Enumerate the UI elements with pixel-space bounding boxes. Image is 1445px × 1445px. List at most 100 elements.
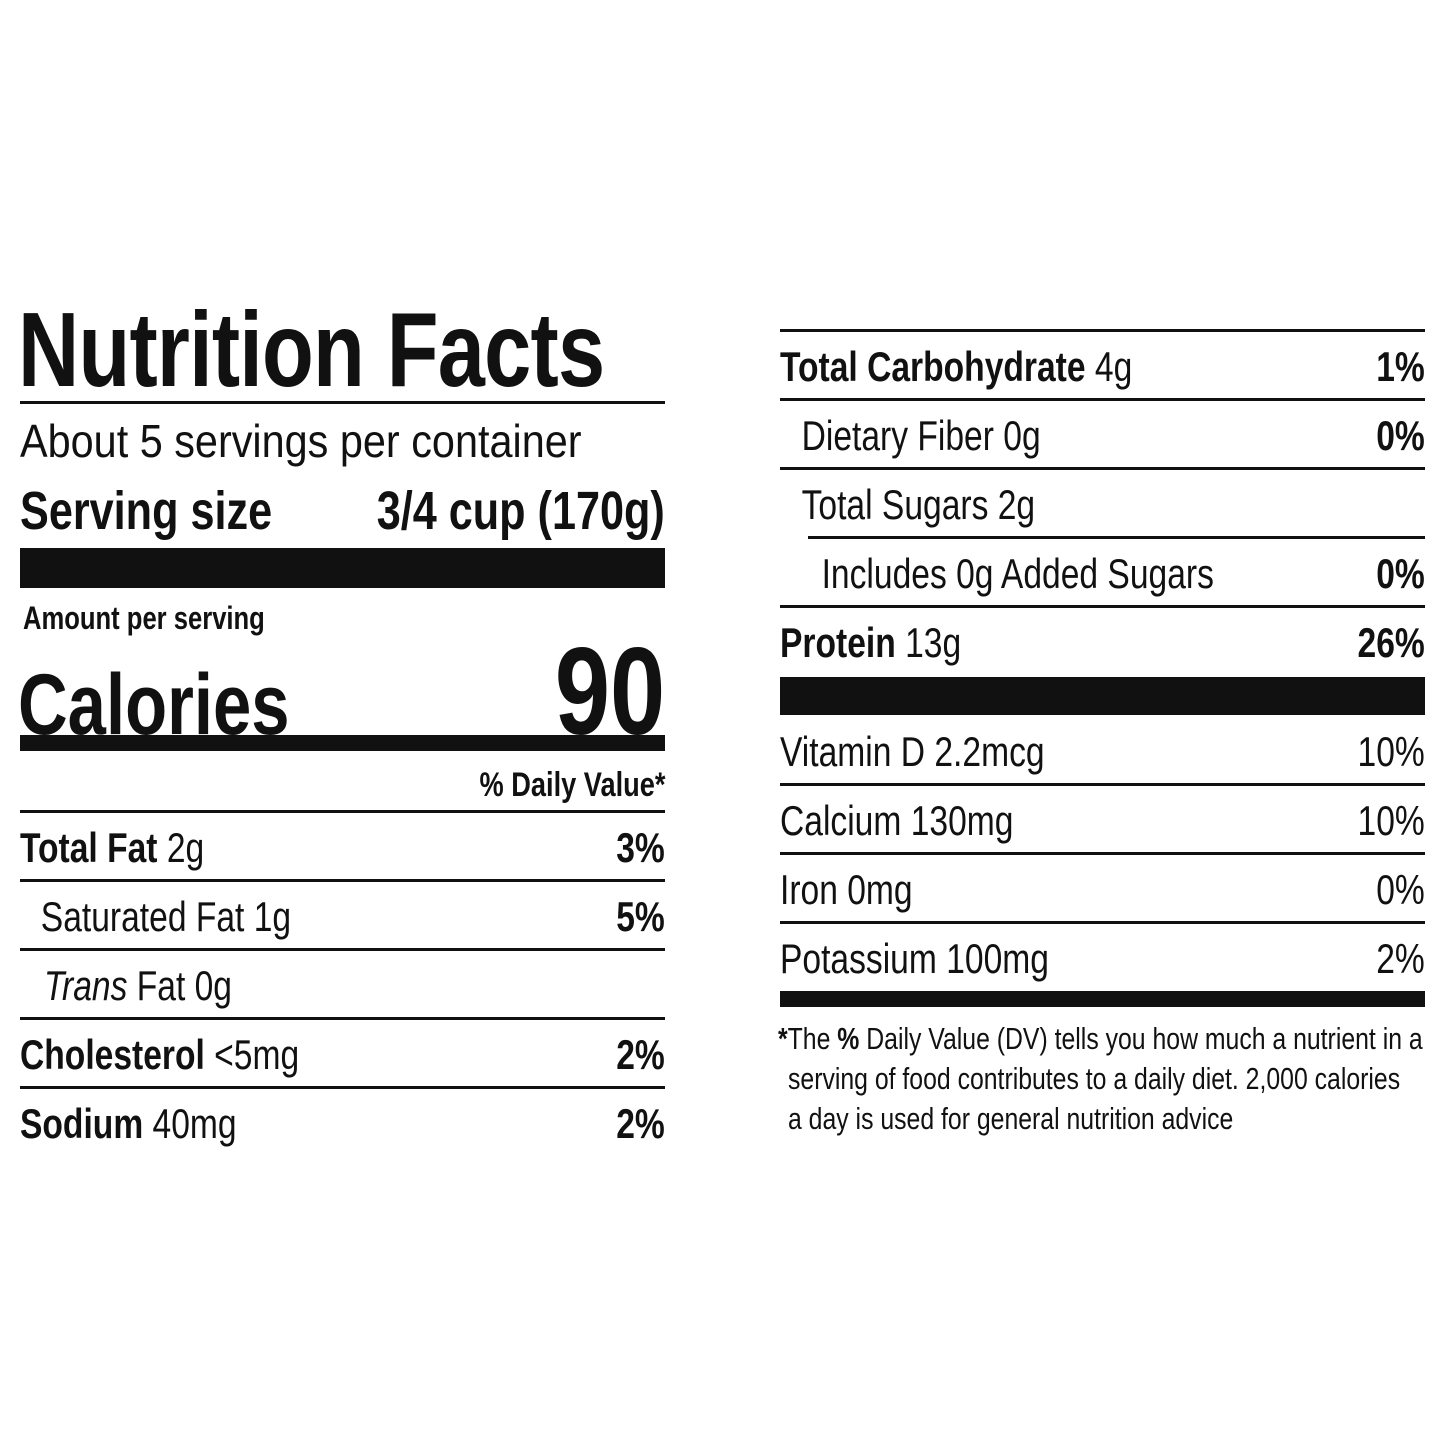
- rule: [780, 852, 1425, 855]
- nutrient-amount: 2g: [166, 824, 205, 871]
- nutrient-name: Cholesterol: [20, 1031, 205, 1078]
- nutrient-amount: <5mg: [214, 1031, 300, 1078]
- thick-rule: [20, 548, 665, 588]
- nutrient: Total Carbohydrate 4g: [780, 343, 1132, 391]
- rule: [780, 921, 1425, 924]
- rule: [20, 1086, 665, 1089]
- rule: [20, 879, 665, 882]
- vitamin-row: Vitamin D 2.2mcg 10%: [780, 719, 1425, 785]
- nutrient-amount: 13g: [905, 619, 962, 666]
- nutrient-row: Includes 0g Added Sugars 0%: [780, 541, 1425, 607]
- nutrient-row: Cholesterol <5mg 2%: [20, 1022, 665, 1088]
- vitamin-row: Calcium 130mg 10%: [780, 788, 1425, 854]
- footnote-line: *The % Daily Value (DV) tells you how mu…: [778, 1021, 1423, 1057]
- footnote-text: The: [787, 1021, 831, 1056]
- nutrient-dv: 2%: [616, 1031, 665, 1078]
- nutrient-row: Saturated Fat 1g 5%: [20, 884, 665, 950]
- nutrient-name: Total Carbohydrate: [780, 343, 1086, 390]
- rule: [780, 783, 1425, 786]
- vitamin-amount: 2.2mcg: [934, 728, 1045, 775]
- calories-value: 90: [554, 623, 666, 761]
- rule: [20, 401, 665, 404]
- dv-header-wrap: % Daily Value*: [20, 766, 665, 805]
- nutrient-amount: 0g: [194, 962, 232, 1009]
- nutrient-row: Protein 13g 26%: [780, 610, 1425, 676]
- footnote-text: Daily Value (DV) tells you how much a nu…: [866, 1021, 1423, 1056]
- vitamin-name: Potassium: [780, 935, 937, 982]
- rule: [808, 536, 1425, 539]
- serving-size-label: Serving size: [20, 481, 273, 541]
- nutrient-dv: 0%: [1376, 412, 1425, 459]
- nutrient-name: Total Fat: [20, 824, 158, 871]
- nutrient-row: Total Sugars 2g: [780, 472, 1425, 538]
- serving-size-value: 3/4 cup (170g): [376, 481, 665, 541]
- nutrient-name: Saturated Fat: [40, 893, 245, 940]
- vitamin-row: Iron 0mg 0%: [780, 857, 1425, 923]
- nutrient: Dietary Fiber 0g: [780, 412, 1041, 460]
- footnote-marker: *: [778, 1021, 788, 1056]
- nutrient-dv: 26%: [1357, 619, 1425, 666]
- nutrient-name: Total Sugars: [801, 481, 989, 528]
- nutrient: Total Fat 2g: [20, 824, 204, 872]
- nutrient: Trans Fat 0g: [20, 962, 232, 1010]
- vitamin-amount: 0mg: [847, 866, 913, 913]
- nutrient-dv: 0%: [1376, 550, 1425, 597]
- rule: [20, 810, 665, 813]
- nutrient-row: Dietary Fiber 0g 0%: [780, 403, 1425, 469]
- nutrient-amount: 40mg: [152, 1100, 237, 1147]
- thick-rule: [780, 991, 1425, 1007]
- vitamin-dv: 10%: [1357, 728, 1425, 775]
- vitamin-dv: 2%: [1376, 935, 1425, 982]
- vitamin-name: Iron: [780, 866, 838, 913]
- dv-header: % Daily Value*: [479, 766, 665, 804]
- nutrient-row: Trans Fat 0g: [20, 953, 665, 1019]
- vitamin: Iron 0mg: [780, 866, 913, 914]
- vitamin: Vitamin D 2.2mcg: [780, 728, 1045, 776]
- vitamin-dv: 0%: [1376, 866, 1425, 913]
- vitamin-amount: 130mg: [910, 797, 1014, 844]
- footnote-line: a day is used for general nutrition advi…: [788, 1101, 1234, 1136]
- rule: [780, 398, 1425, 401]
- nutrient: Cholesterol <5mg: [20, 1031, 299, 1079]
- vitamin-name: Calcium: [780, 797, 902, 844]
- rule: [780, 605, 1425, 608]
- nutrient-name: Sodium: [20, 1100, 144, 1147]
- nutrient-dv: 5%: [616, 893, 665, 940]
- nutrient: Protein 13g: [780, 619, 961, 667]
- amount-per-serving: Amount per serving: [23, 600, 265, 636]
- title: Nutrition Facts: [18, 291, 605, 409]
- nutrient-amount: 4g: [1094, 343, 1133, 390]
- rule: [780, 329, 1425, 332]
- nutrient: Total Sugars 2g: [780, 481, 1035, 529]
- nutrient-amount: 0g: [1003, 412, 1041, 459]
- nutrient-amount: 1g: [253, 893, 292, 940]
- nutrient-row: Total Fat 2g 3%: [20, 815, 665, 881]
- nutrient-dv: 3%: [616, 824, 665, 871]
- vitamin: Potassium 100mg: [780, 935, 1049, 983]
- nutrient-prefix: Trans: [44, 962, 128, 1009]
- rule: [20, 1017, 665, 1020]
- thick-rule: [20, 735, 665, 751]
- nutrient-name: Fat: [136, 962, 186, 1009]
- vitamin-amount: 100mg: [946, 935, 1049, 982]
- nutrient: Saturated Fat 1g: [20, 893, 291, 941]
- vitamin-dv: 10%: [1357, 797, 1425, 844]
- nutrient-dv: 2%: [616, 1100, 665, 1147]
- rule: [20, 948, 665, 951]
- nutrient-name: Dietary Fiber: [801, 412, 994, 459]
- vitamin-row: Potassium 100mg 2%: [780, 926, 1425, 992]
- footnote-symbol: %: [837, 1021, 860, 1056]
- thick-rule: [780, 677, 1425, 715]
- nutrient-name: Includes 0g Added Sugars: [821, 550, 1214, 597]
- nutrient-row: Total Carbohydrate 4g 1%: [780, 334, 1425, 400]
- nutrient-amount: 2g: [997, 481, 1036, 528]
- vitamin-name: Vitamin D: [780, 728, 926, 775]
- servings: About 5 servings per container: [20, 415, 582, 467]
- serving-size: Serving size 3/4 cup (170g): [20, 480, 665, 542]
- nutrient-dv: 1%: [1376, 343, 1425, 390]
- nutrient-name: Protein: [780, 619, 896, 666]
- rule: [780, 467, 1425, 470]
- nutrient-row: Sodium 40mg 2%: [20, 1091, 665, 1157]
- vitamin: Calcium 130mg: [780, 797, 1013, 845]
